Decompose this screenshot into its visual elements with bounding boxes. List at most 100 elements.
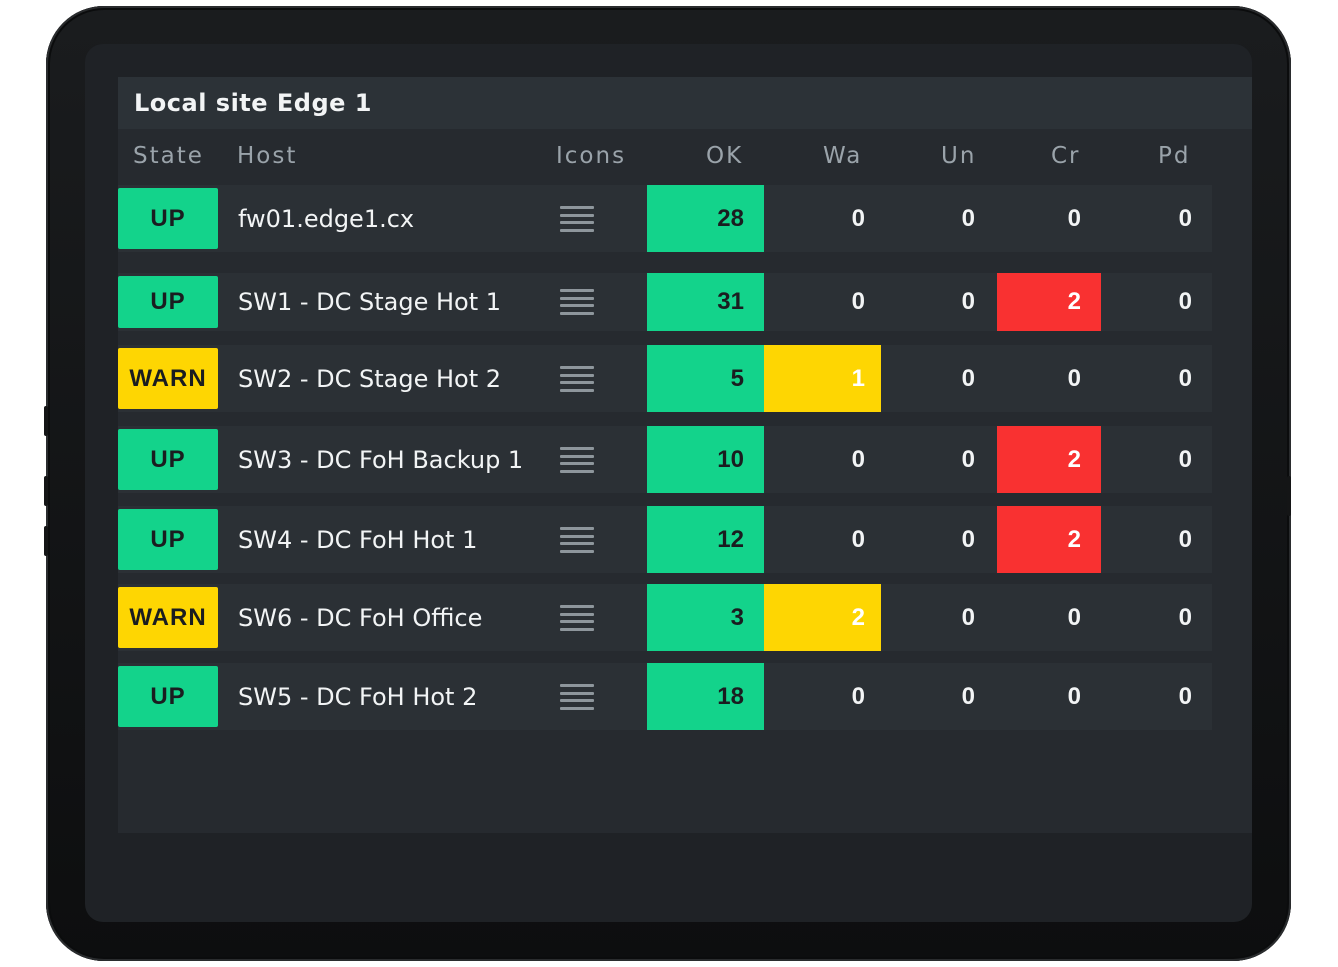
warn-count[interactable]: 0 [851,445,865,473]
column-header-cr[interactable]: Cr [1051,143,1081,169]
menu-icon-line [560,620,594,624]
column-header-un[interactable]: Un [941,143,977,169]
warn-count[interactable]: 0 [851,288,865,315]
host-name-link[interactable]: SW1 - DC Stage Hot 1 [238,288,502,316]
menu-icon-line [560,366,594,369]
menu-icon-line [560,373,594,377]
ok-count[interactable]: 28 [647,185,764,252]
crit-count[interactable]: 0 [1067,682,1081,710]
side-button [1287,476,1291,516]
state-badge: UP [118,509,218,570]
column-header-pd[interactable]: Pd [1158,143,1191,169]
ok-count[interactable]: 31 [647,273,764,331]
table-row[interactable]: UP SW4 - DC FoH Hot 1 12 0 0 2 0 [118,506,1212,573]
crit-count[interactable]: 2 [997,506,1101,573]
menu-icon-line [560,699,594,703]
state-badge: UP [118,188,218,249]
column-header-wa[interactable]: Wa [823,143,863,169]
menu-icon-line [560,469,594,473]
column-header-host[interactable]: Host [237,143,298,169]
pending-count[interactable]: 0 [1178,204,1192,232]
unknown-count[interactable]: 0 [961,445,975,473]
host-name-link[interactable]: SW4 - DC FoH Hot 1 [238,525,478,554]
pending-count[interactable]: 0 [1178,364,1192,392]
warn-count[interactable]: 1 [764,345,881,412]
column-header-ok[interactable]: OK [706,143,744,169]
menu-icon-line [560,534,594,538]
state-badge: UP [118,666,218,727]
pending-count[interactable]: 0 [1178,288,1192,315]
state-badge: WARN [118,348,218,409]
table-row[interactable]: WARN SW6 - DC FoH Office 3 2 0 0 0 [118,584,1212,651]
ok-count[interactable]: 3 [647,584,764,651]
panel-titlebar: Local site Edge 1 [118,77,1252,129]
menu-icon[interactable] [560,289,594,315]
crit-count[interactable]: 2 [997,273,1101,331]
menu-icon-line [560,206,594,209]
pending-count[interactable]: 0 [1178,603,1192,631]
menu-icon-line [560,311,594,315]
menu-icon-line [560,706,594,710]
unknown-count[interactable]: 0 [961,603,975,631]
menu-icon-line [560,454,594,458]
menu-icon-line [560,549,594,553]
host-name-link[interactable]: SW6 - DC FoH Office [238,603,483,632]
menu-icon-line [560,221,594,225]
menu-icon-line [560,542,594,546]
host-name-link[interactable]: SW3 - DC FoH Backup 1 [238,445,524,474]
side-button [44,476,48,506]
ok-count[interactable]: 5 [647,345,764,412]
menu-icon-line [560,612,594,616]
crit-count[interactable]: 0 [1067,364,1081,392]
menu-icon-line [560,447,594,450]
screen: Local site Edge 1 State Host Icons OK Wa… [85,44,1252,922]
pending-count[interactable]: 0 [1178,525,1192,553]
host-name-link[interactable]: SW2 - DC Stage Hot 2 [238,364,502,393]
menu-icon[interactable] [560,206,594,232]
menu-icon-line [560,462,594,466]
menu-icon-line [560,289,594,292]
unknown-count[interactable]: 0 [961,204,975,232]
table-row[interactable]: UP SW1 - DC Stage Hot 1 31 0 0 2 0 [118,273,1212,331]
unknown-count[interactable]: 0 [961,682,975,710]
ok-count[interactable]: 18 [647,663,764,730]
pending-count[interactable]: 0 [1178,682,1192,710]
state-badge: UP [118,276,218,328]
unknown-count[interactable]: 0 [961,288,975,315]
menu-icon-line [560,527,594,530]
table-row[interactable]: UP SW5 - DC FoH Hot 2 18 0 0 0 0 [118,663,1212,730]
table-row[interactable]: UP SW3 - DC FoH Backup 1 10 0 0 2 0 [118,426,1212,493]
state-badge: WARN [118,587,218,648]
column-header-state[interactable]: State [133,143,204,169]
crit-count[interactable]: 0 [1067,603,1081,631]
ok-count[interactable]: 10 [647,426,764,493]
column-header-icons[interactable]: Icons [556,143,627,169]
warn-count[interactable]: 0 [851,204,865,232]
crit-count[interactable]: 2 [997,426,1101,493]
menu-icon-line [560,627,594,631]
warn-count[interactable]: 0 [851,525,865,553]
unknown-count[interactable]: 0 [961,525,975,553]
menu-icon[interactable] [560,684,594,710]
menu-icon[interactable] [560,447,594,473]
menu-icon-line [560,605,594,608]
menu-icon[interactable] [560,527,594,553]
menu-icon[interactable] [560,366,594,392]
menu-icon-line [560,691,594,695]
host-name-link[interactable]: SW5 - DC FoH Hot 2 [238,682,478,711]
warn-count[interactable]: 0 [851,682,865,710]
table-row[interactable]: UP fw01.edge1.cx 28 0 0 0 0 [118,185,1212,252]
host-name-link[interactable]: fw01.edge1.cx [238,204,415,233]
side-button [44,526,48,556]
warn-count[interactable]: 2 [764,584,881,651]
menu-icon-line [560,228,594,232]
crit-count[interactable]: 0 [1067,204,1081,232]
pending-count[interactable]: 0 [1178,445,1192,473]
ok-count[interactable]: 12 [647,506,764,573]
menu-icon-line [560,213,594,217]
side-button [44,406,48,436]
menu-icon-line [560,388,594,392]
unknown-count[interactable]: 0 [961,364,975,392]
menu-icon[interactable] [560,605,594,631]
